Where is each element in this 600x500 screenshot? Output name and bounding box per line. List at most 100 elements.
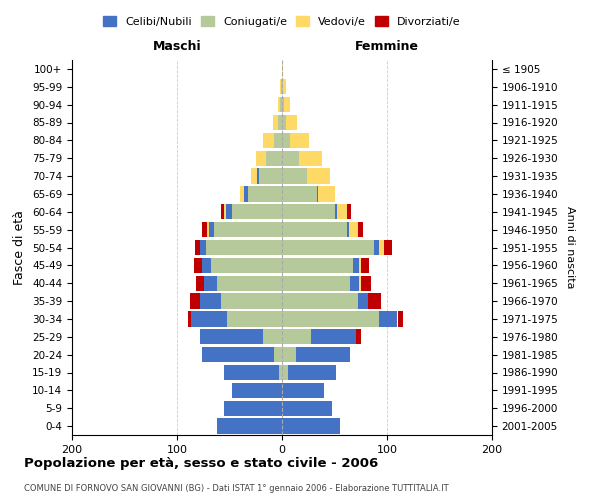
Bar (282, 329, 311, 344)
Bar (190, 294, 200, 308)
Bar (282, 62, 283, 76)
Bar (282, 418, 340, 434)
Bar (289, 365, 335, 380)
Bar (191, 312, 227, 326)
Bar (211, 258, 282, 273)
Bar (296, 347, 350, 362)
Bar (200, 294, 221, 308)
Bar (200, 329, 263, 344)
Bar (384, 240, 392, 255)
Bar (318, 186, 335, 202)
Bar (278, 115, 282, 130)
Bar (307, 168, 330, 184)
Bar (282, 168, 307, 184)
Bar (188, 312, 191, 326)
Bar (274, 133, 282, 148)
Text: Maschi: Maschi (152, 40, 202, 53)
Bar (248, 186, 282, 202)
Bar (221, 204, 224, 220)
Bar (282, 276, 350, 291)
Bar (337, 204, 347, 220)
Bar (398, 312, 403, 326)
Bar (374, 240, 379, 255)
Bar (282, 347, 296, 362)
Bar (224, 365, 279, 380)
Bar (361, 276, 371, 291)
Bar (194, 258, 202, 273)
Bar (272, 115, 278, 130)
Bar (209, 222, 214, 237)
Bar (347, 222, 349, 237)
Bar (282, 97, 284, 112)
Bar (290, 133, 310, 148)
Bar (282, 383, 324, 398)
Bar (280, 79, 281, 94)
Bar (347, 204, 352, 220)
Bar (226, 204, 232, 220)
Bar (224, 400, 282, 416)
Bar (361, 258, 369, 273)
Bar (257, 168, 259, 184)
Bar (368, 294, 381, 308)
Bar (208, 222, 209, 237)
Bar (282, 312, 379, 326)
Y-axis label: Anni di nascita: Anni di nascita (565, 206, 575, 289)
Bar (350, 276, 359, 291)
Legend: Celibi/Nubili, Coniugati/e, Vedovi/e, Divorziati/e: Celibi/Nubili, Coniugati/e, Vedovi/e, Di… (100, 13, 464, 30)
Bar (256, 150, 266, 166)
Bar (379, 240, 384, 255)
Text: COMUNE DI FORNOVO SAN GIOVANNI (BG) - Dati ISTAT 1° gennaio 2006 - Elaborazione : COMUNE DI FORNOVO SAN GIOVANNI (BG) - Da… (24, 484, 449, 493)
Bar (240, 186, 244, 202)
Text: Popolazione per età, sesso e stato civile - 2006: Popolazione per età, sesso e stato civil… (24, 458, 378, 470)
Bar (355, 329, 361, 344)
Bar (204, 276, 217, 291)
Bar (282, 258, 353, 273)
Bar (259, 168, 282, 184)
Bar (335, 204, 337, 220)
Y-axis label: Fasce di età: Fasce di età (13, 210, 26, 285)
Bar (232, 204, 282, 220)
Bar (358, 294, 368, 308)
Bar (286, 115, 296, 130)
Bar (282, 222, 347, 237)
Bar (283, 79, 286, 94)
Bar (244, 186, 248, 202)
Bar (195, 240, 200, 255)
Bar (359, 276, 361, 291)
Text: Femmine: Femmine (355, 40, 419, 53)
Bar (274, 347, 282, 362)
Bar (282, 133, 290, 148)
Bar (251, 168, 257, 184)
Bar (278, 97, 280, 112)
Bar (266, 150, 282, 166)
Bar (359, 258, 361, 273)
Bar (282, 79, 283, 94)
Bar (317, 186, 318, 202)
Bar (217, 418, 282, 434)
Bar (214, 222, 282, 237)
Bar (311, 329, 355, 344)
Bar (299, 150, 322, 166)
Bar (353, 258, 359, 273)
Bar (281, 79, 282, 94)
Bar (282, 204, 335, 220)
Bar (282, 240, 374, 255)
Bar (217, 276, 282, 291)
Bar (349, 222, 358, 237)
Bar (279, 365, 282, 380)
Bar (200, 240, 206, 255)
Bar (202, 222, 208, 237)
Bar (263, 133, 274, 148)
Bar (263, 329, 282, 344)
Bar (202, 258, 211, 273)
Bar (196, 276, 204, 291)
Bar (282, 150, 299, 166)
Bar (284, 97, 290, 112)
Bar (280, 97, 282, 112)
Bar (221, 294, 282, 308)
Bar (206, 240, 282, 255)
Bar (282, 400, 332, 416)
Bar (282, 186, 317, 202)
Bar (224, 204, 226, 220)
Bar (379, 312, 397, 326)
